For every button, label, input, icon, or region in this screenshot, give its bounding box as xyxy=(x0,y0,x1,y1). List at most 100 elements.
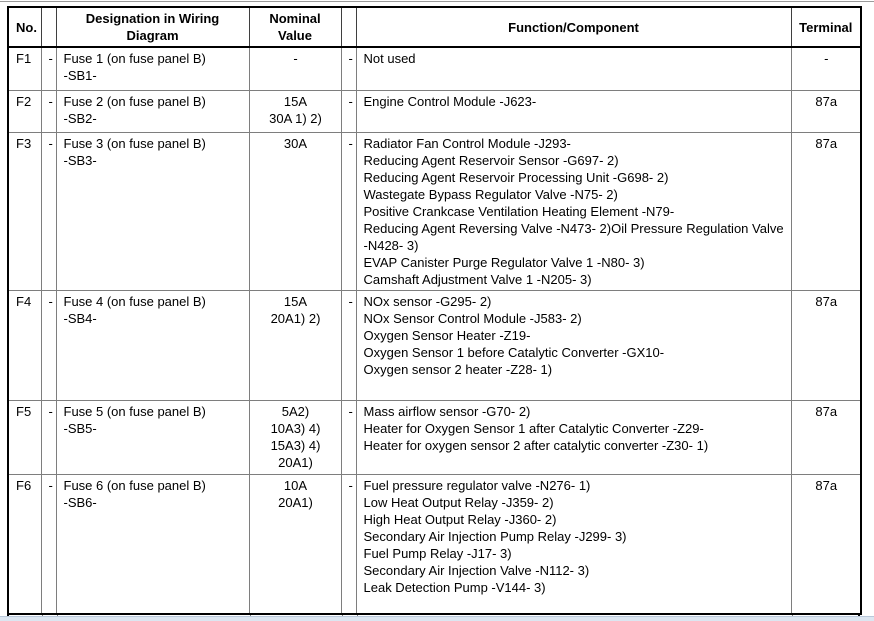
terminal-cell: 87a xyxy=(790,289,862,401)
function-cell-line: Engine Control Module -J623- xyxy=(363,93,537,109)
fuse-table-wrap: No. Designation in Wiring Diagram Nomina… xyxy=(7,6,862,621)
dash-cell: - xyxy=(40,89,57,133)
function-cell-line: Fuel pressure regulator valve -N276- 1) xyxy=(363,477,591,493)
dash-cell-line: - xyxy=(48,51,53,66)
fuse-number-cell: F3 xyxy=(7,131,42,291)
dash-cell: - xyxy=(340,89,357,133)
function-cell-line: Secondary Air Injection Valve -N112- 3) xyxy=(363,562,590,578)
dash-cell: - xyxy=(340,46,357,91)
function-cell-line: NOx Sensor Control Module -J583- 2) xyxy=(363,310,582,326)
fuse-table: No. Designation in Wiring Diagram Nomina… xyxy=(7,6,862,615)
fuse-number-cell-line: F5 xyxy=(16,403,32,419)
dash-cell: - xyxy=(340,131,357,291)
function-cell-line: Leak Detection Pump -V144- 3) xyxy=(363,579,546,595)
function-cell-line: NOx sensor -G295- 2) xyxy=(363,293,492,309)
function-cell-line: Secondary Air Injection Pump Relay -J299… xyxy=(363,528,627,544)
dash-cell: - xyxy=(340,473,357,615)
function-cell-line: Reducing Agent Reservoir Processing Unit… xyxy=(363,169,669,185)
terminal-cell-line: - xyxy=(824,51,829,66)
fuse-number-cell-line: F4 xyxy=(16,293,32,309)
header-nominal: Nominal Value xyxy=(248,6,342,48)
function-cell-line: Radiator Fan Control Module -J293- xyxy=(363,135,571,151)
fuse-number-cell: F1 xyxy=(7,46,42,91)
nominal-value-cell-line: 20A1) xyxy=(278,494,313,510)
dash-cell-line: - xyxy=(348,51,353,66)
dash-cell-line: - xyxy=(348,477,353,493)
terminal-cell-line: 87a xyxy=(815,93,838,109)
function-cell-line: Fuel Pump Relay -J17- 3) xyxy=(363,545,512,561)
designation-cell: Fuse 1 (on fuse panel B) -SB1- xyxy=(55,46,250,91)
table-row: F3- Fuse 3 (on fuse panel B) -SB3- 30A - Radi… xyxy=(7,131,862,291)
terminal-cell-line: 87a xyxy=(815,403,838,419)
designation-cell-line: -SB1- xyxy=(63,68,97,83)
header-function: Function/Component xyxy=(355,6,792,48)
designation-cell-line: -SB6- xyxy=(63,494,97,510)
designation-cell: Fuse 4 (on fuse panel B) -SB4- xyxy=(55,289,250,401)
function-cell: Not used xyxy=(355,46,792,91)
function-cell-line: Oxygen sensor 2 heater -Z28- 1) xyxy=(363,361,553,377)
designation-cell-line: -SB5- xyxy=(63,420,97,436)
dash-cell: - xyxy=(40,131,57,291)
function-cell-line: Reducing Agent Reservoir Sensor -G697- 2… xyxy=(363,152,619,168)
nominal-value-cell: - xyxy=(248,46,342,91)
fuse-number-cell-line: F6 xyxy=(16,477,32,493)
designation-cell-line: -SB3- xyxy=(63,152,97,168)
dash-cell-line: - xyxy=(48,135,53,151)
designation-cell: Fuse 3 (on fuse panel B) -SB3- xyxy=(55,131,250,291)
terminal-cell: 87a xyxy=(790,89,862,133)
designation-cell: Fuse 6 (on fuse panel B) -SB6- xyxy=(55,473,250,615)
dash-cell: - xyxy=(40,46,57,91)
dash-cell: - xyxy=(340,399,357,475)
nominal-value-cell-line: 20A1) 2) xyxy=(270,310,321,326)
table-row: F4- Fuse 4 (on fuse panel B) -SB4- 15A 20A1)… xyxy=(7,289,862,401)
function-cell-line: Heater for oxygen sensor 2 after catalyt… xyxy=(363,437,709,453)
table-header-row: No. Designation in Wiring Diagram Nomina… xyxy=(7,6,862,48)
header-spacer-1 xyxy=(40,6,57,48)
nominal-value-cell: 5A2) 10A3) 4) 15A3) 4) 20A1) xyxy=(248,399,342,475)
nominal-value-cell-line: 10A xyxy=(283,477,308,493)
nominal-value-cell: 15A 20A1) 2) xyxy=(248,289,342,401)
fuse-number-cell: F6 xyxy=(7,473,42,615)
terminal-cell: 87a xyxy=(790,399,862,475)
dash-cell-line: - xyxy=(348,403,353,419)
function-cell-line: Heater for Oxygen Sensor 1 after Catalyt… xyxy=(363,420,704,436)
nominal-value-cell-line: - xyxy=(293,51,298,66)
designation-cell-line: Fuse 6 (on fuse panel B) xyxy=(63,477,206,493)
fuse-number-cell: F4 xyxy=(7,289,42,401)
fuse-table-body: F1- Fuse 1 (on fuse panel B) -SB1- - - Not us… xyxy=(7,46,862,615)
function-cell-line: Low Heat Output Relay -J359- 2) xyxy=(363,494,554,510)
designation-cell-line: Fuse 4 (on fuse panel B) xyxy=(63,293,206,309)
table-row: F6- Fuse 6 (on fuse panel B) -SB6- 10A 20A1)… xyxy=(7,473,862,615)
function-cell-line: Positive Crankcase Ventilation Heating E… xyxy=(363,203,675,219)
fuse-number-cell-line: F2 xyxy=(16,93,32,109)
function-cell-line: EVAP Canister Purge Regulator Valve 1 -N… xyxy=(363,254,645,270)
function-cell-line: Wastegate Bypass Regulator Valve -N75- 2… xyxy=(363,186,618,202)
table-row: F1- Fuse 1 (on fuse panel B) -SB1- - - Not us… xyxy=(7,46,862,91)
function-cell-line: Reducing Agent Reversing Valve -N473- 2)… xyxy=(363,220,784,253)
header-spacer-2 xyxy=(340,6,357,48)
nominal-value-cell-line: 30A 1) 2) xyxy=(269,110,322,126)
nominal-value-cell: 15A 30A 1) 2) xyxy=(248,89,342,133)
dash-cell-line: - xyxy=(348,93,353,109)
dash-cell-line: - xyxy=(48,403,53,419)
dash-cell-line: - xyxy=(48,293,53,309)
dash-cell-line: - xyxy=(348,293,353,309)
nominal-value-cell: 30A xyxy=(248,131,342,291)
nominal-value-cell-line: 30A xyxy=(283,135,308,151)
function-cell: Mass airflow sensor -G70- 2) Heater for O… xyxy=(355,399,792,475)
dash-cell-line: - xyxy=(48,477,53,493)
terminal-cell-line: 87a xyxy=(815,135,838,151)
dash-cell: - xyxy=(40,473,57,615)
nominal-value-cell-line: 15A3) 4) xyxy=(270,437,321,453)
designation-cell-line: Fuse 3 (on fuse panel B) xyxy=(63,135,206,151)
designation-cell-line: Fuse 1 (on fuse panel B) xyxy=(63,51,206,66)
function-cell: Fuel pressure regulator valve -N276- 1) L… xyxy=(355,473,792,615)
dash-cell: - xyxy=(40,399,57,475)
nominal-value-cell: 10A 20A1) xyxy=(248,473,342,615)
designation-cell-line: Fuse 5 (on fuse panel B) xyxy=(63,403,206,419)
function-cell: Radiator Fan Control Module -J293- Reduci… xyxy=(355,131,792,291)
fuse-number-cell-line: F3 xyxy=(16,135,32,151)
designation-cell-line: -SB4- xyxy=(63,310,97,326)
function-cell-line: Not used xyxy=(363,51,416,66)
